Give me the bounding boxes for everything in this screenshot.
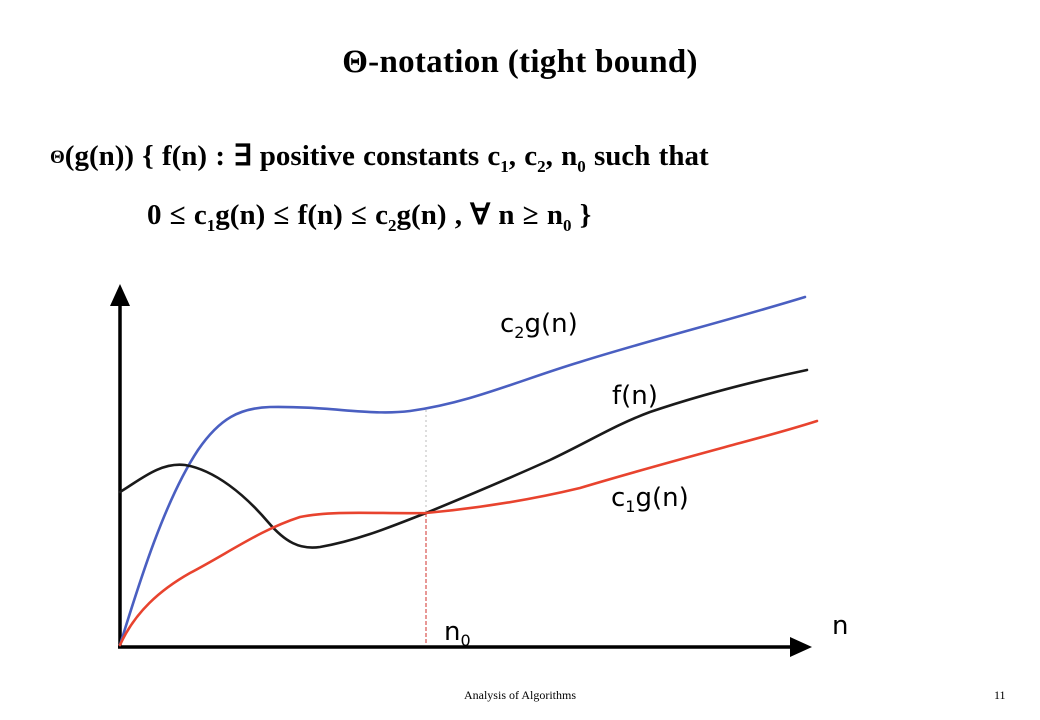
upper-bound-curve — [118, 295, 807, 647]
theta-symbol: Θ — [50, 147, 65, 168]
subscript-c2: 2 — [537, 156, 546, 176]
upper-bound-label: c2g(n) — [500, 309, 578, 342]
definition-line-1-part-3: , n — [545, 140, 578, 172]
function-label: f(n) — [612, 381, 658, 411]
slide-title: Θ-notation (tight bound) — [342, 44, 698, 80]
subscript-c1: 1 — [206, 215, 216, 235]
function-curve — [118, 368, 809, 549]
footer-title: Analysis of Algorithms — [463, 688, 576, 702]
lower-bound-label: c1g(n) — [611, 483, 689, 516]
definition-line-1-part-4: such that — [585, 140, 709, 172]
threshold-label: n0 — [444, 617, 471, 650]
subscript-c1: 1 — [500, 156, 509, 176]
definition-line-2-part-2: g(n) ≤ f(n) ≤ c — [215, 199, 389, 231]
subscript-n0: 0 — [563, 215, 572, 235]
subscript-n0: 0 — [577, 156, 586, 176]
page-number: 11 — [994, 688, 1006, 702]
subscript-c2: 2 — [388, 215, 397, 235]
definition-line-1: Θ(g(n)) { f(n) : ∃ positive constants c1… — [50, 138, 709, 176]
definition-line-1-part-1: (g(n)) { f(n) : ∃ positive constants c — [64, 140, 501, 172]
definition-line-2: 0 ≤ c1g(n) ≤ f(n) ≤ c2g(n) , ∀ n ≥ n0 } — [147, 197, 592, 235]
x-axis-arrow-icon — [790, 637, 812, 657]
definition-line-1-part-2: , c — [508, 140, 538, 172]
x-axis-label: n — [832, 611, 848, 641]
definition-line-2-part-4: } — [571, 199, 592, 231]
y-axis-arrow-icon — [110, 284, 130, 306]
definition-line-2-part-3: g(n) , ∀ n ≥ n — [396, 199, 564, 231]
definition-line-2-part-1: 0 ≤ c — [147, 199, 207, 231]
lower-bound-curve — [118, 419, 819, 647]
